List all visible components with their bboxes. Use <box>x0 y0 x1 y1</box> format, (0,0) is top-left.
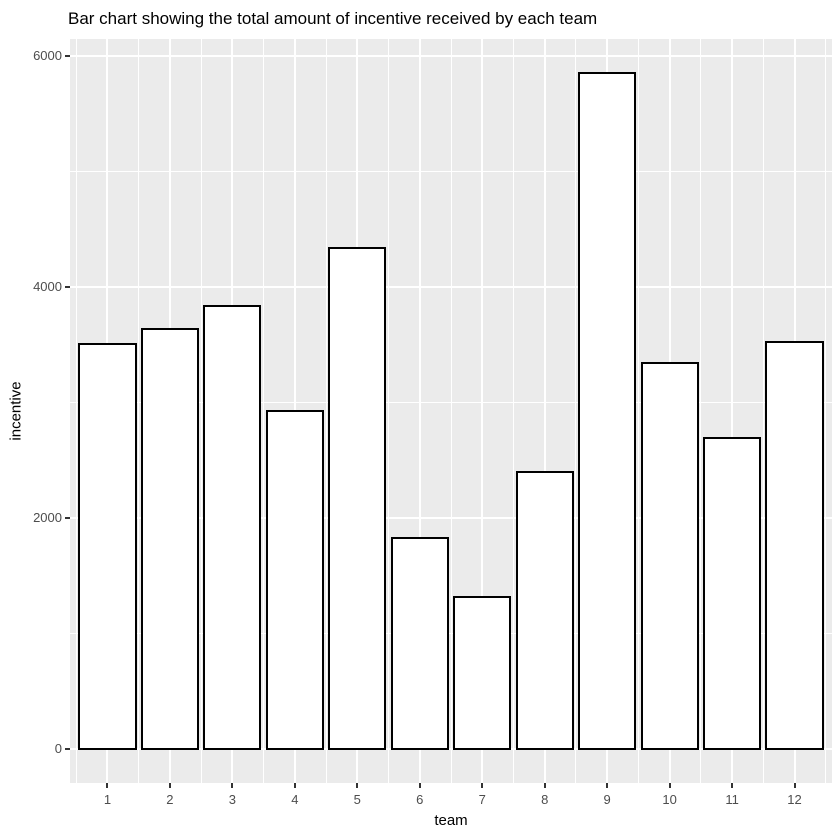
y-tick-mark <box>65 748 70 751</box>
minor-gridline-vertical <box>450 39 452 783</box>
bar-team-6 <box>390 537 449 751</box>
major-gridline-vertical <box>543 39 546 783</box>
y-tick-mark <box>65 517 70 520</box>
bar-team-4 <box>265 410 324 751</box>
x-tick-mark <box>293 783 296 788</box>
y-tick-label: 0 <box>54 741 62 757</box>
x-tick-label: 1 <box>103 792 112 807</box>
minor-gridline-vertical <box>762 39 764 783</box>
x-tick-label: 11 <box>725 792 739 807</box>
x-tick-label: 7 <box>478 792 486 807</box>
minor-gridline-vertical <box>512 39 514 783</box>
x-tick-label: 6 <box>416 792 424 807</box>
bar-team-5 <box>328 246 387 751</box>
x-tick-mark <box>356 783 359 788</box>
x-tick-label: 9 <box>603 792 611 807</box>
x-tick-label: 3 <box>228 792 237 807</box>
x-tick-mark <box>668 783 671 788</box>
minor-gridline-vertical <box>388 39 390 783</box>
y-tick-mark <box>65 286 70 289</box>
minor-gridline-vertical <box>75 39 77 783</box>
x-tick-mark <box>418 783 421 788</box>
x-tick-mark <box>231 783 234 788</box>
x-tick-label: 5 <box>353 792 361 807</box>
major-gridline-vertical <box>481 39 484 783</box>
plot-panel <box>70 39 832 783</box>
y-tick-label: 2000 <box>33 510 62 526</box>
bar-team-7 <box>453 595 512 751</box>
x-tick-label: 4 <box>291 792 299 807</box>
y-axis-title: incentive <box>7 381 25 441</box>
x-tick-mark <box>793 783 796 788</box>
x-tick-mark <box>606 783 609 788</box>
y-tick-label: 6000 <box>33 48 62 64</box>
y-tick-mark <box>65 55 70 58</box>
minor-gridline-vertical <box>825 39 827 783</box>
x-tick-mark <box>731 783 734 788</box>
bar-team-3 <box>203 305 262 751</box>
chart-title: Bar chart showing the total amount of in… <box>68 9 598 28</box>
x-tick-label: 2 <box>166 792 174 807</box>
minor-gridline-vertical <box>325 39 327 783</box>
x-tick-mark <box>106 783 109 788</box>
bar-team-10 <box>640 362 699 751</box>
minor-gridline-vertical <box>138 39 140 783</box>
bar-team-12 <box>765 340 824 751</box>
x-tick-mark <box>543 783 546 788</box>
bar-team-11 <box>702 437 762 751</box>
major-gridline-vertical <box>418 39 421 783</box>
x-tick-label: 8 <box>541 792 549 807</box>
x-tick-label: 12 <box>787 792 802 807</box>
x-axis-title: team <box>434 812 468 829</box>
x-tick-mark <box>481 783 484 788</box>
minor-gridline-vertical <box>700 39 702 783</box>
minor-gridline-vertical <box>263 39 265 783</box>
bar-team-9 <box>578 71 637 751</box>
bar-team-8 <box>515 470 574 751</box>
bar-team-2 <box>140 328 200 751</box>
x-tick-label: 10 <box>662 792 677 807</box>
bar-team-1 <box>78 342 137 751</box>
minor-gridline-vertical <box>575 39 577 783</box>
minor-gridline-vertical <box>200 39 202 783</box>
x-tick-mark <box>168 783 171 788</box>
y-tick-label: 4000 <box>33 279 62 295</box>
minor-gridline-vertical <box>637 39 639 783</box>
major-gridline-vertical <box>731 39 734 783</box>
